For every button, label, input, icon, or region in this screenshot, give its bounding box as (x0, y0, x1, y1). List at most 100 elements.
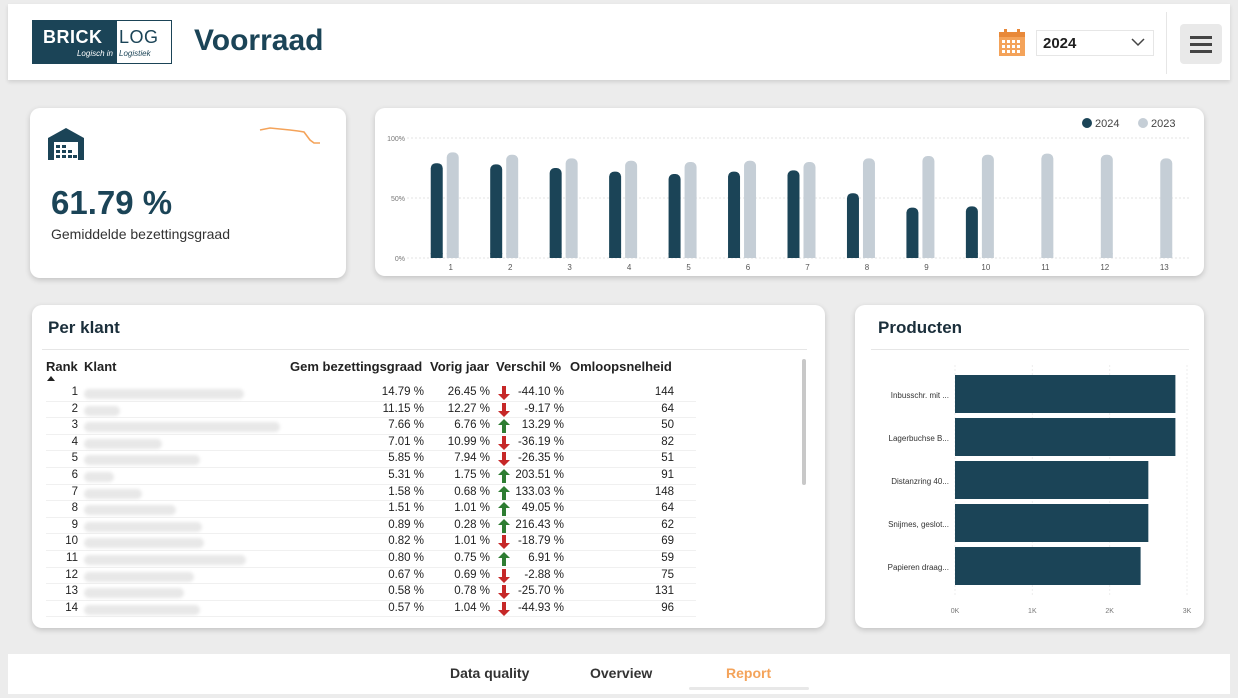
cell-verschil: -44.10 % (517, 386, 564, 398)
x-tick-label: 7 (805, 263, 810, 272)
bar-base-2024 (668, 253, 681, 258)
cell-omloopsnelheid: 148 (654, 485, 674, 498)
bar-2024-week-1[interactable] (430, 163, 443, 258)
bar-base-2024 (906, 253, 919, 258)
table-row[interactable]: 11 0.80 % 0.75 % 6.91 % 59 (46, 551, 696, 568)
arrow-down-icon (498, 435, 510, 450)
cell-vorig-jaar: 0.28 % (454, 518, 490, 531)
table-row[interactable]: 10 0.82 % 1.01 % -18.79 % 69 (46, 534, 696, 551)
cell-rank: 10 (65, 535, 78, 548)
bar-2024-week-8[interactable] (846, 193, 859, 258)
col-vorig-jaar[interactable]: Vorig jaar (430, 359, 490, 374)
bar-2023-week-1[interactable] (446, 152, 459, 258)
x-tick-label: 9 (924, 263, 929, 272)
table-row[interactable]: 4 7.01 % 10.99 % -36.19 % 82 (46, 435, 696, 452)
product-bar[interactable] (955, 375, 1176, 413)
cell-rank: 4 (71, 435, 78, 448)
x-tick-label: 2 (508, 263, 513, 272)
arrow-up-icon (498, 502, 510, 517)
hamburger-menu-icon[interactable] (1180, 24, 1222, 64)
bar-2023-week-3[interactable] (565, 158, 578, 258)
table-row[interactable]: 5 5.85 % 7.94 % -26.35 % 51 (46, 451, 696, 468)
cell-gem-bezettingsgraad: 1.51 % (388, 502, 424, 515)
bar-2023-week-6[interactable] (744, 160, 757, 258)
cell-vorig-jaar: 1.01 % (454, 502, 490, 515)
tab-overview[interactable]: Overview (590, 665, 653, 681)
arrow-down-icon (498, 535, 510, 550)
bar-2023-week-13[interactable] (1160, 158, 1173, 258)
bar-2023-week-8[interactable] (862, 158, 875, 258)
table-row[interactable]: 1 14.79 % 26.45 % -44.10 % 144 (46, 385, 696, 402)
cell-omloopsnelheid: 144 (654, 386, 674, 398)
cell-klant-redacted (84, 521, 202, 532)
cell-omloopsnelheid: 131 (654, 585, 674, 598)
col-omloopsnelheid[interactable]: Omloopsnelheid (570, 359, 672, 374)
table-row[interactable]: 6 5.31 % 1.75 % 203.51 % 91 (46, 468, 696, 485)
warehouse-icon (48, 128, 84, 160)
table-scrollbar[interactable] (802, 359, 806, 485)
bar-2024-week-6[interactable] (728, 171, 741, 258)
cell-gem-bezettingsgraad: 14.79 % (381, 386, 424, 398)
product-bar[interactable] (955, 504, 1149, 542)
bar-base-2023 (922, 253, 935, 258)
bar-2023-week-10[interactable] (981, 154, 994, 258)
bar-2023-week-9[interactable] (922, 156, 935, 258)
table-row[interactable]: 14 0.57 % 1.04 % -44.93 % 96 (46, 601, 696, 618)
cell-rank: 1 (71, 386, 78, 398)
kpi-label: Gemiddelde bezettingsgraad (51, 226, 231, 242)
producten-title: Producten (878, 318, 963, 337)
col-verschil[interactable]: Verschil % (496, 359, 562, 374)
cell-klant-redacted (84, 405, 120, 416)
bar-2024-week-9[interactable] (906, 207, 919, 258)
table-row[interactable]: 2 11.15 % 12.27 % -9.17 % 64 (46, 402, 696, 419)
cell-rank: 6 (71, 468, 78, 481)
cell-klant-redacted (84, 538, 204, 549)
bar-2024-week-5[interactable] (668, 174, 681, 258)
arrow-down-icon (498, 601, 510, 616)
cell-klant-redacted (84, 505, 176, 516)
logo-word-log: LOG (119, 27, 159, 47)
bar-2023-week-11[interactable] (1041, 153, 1054, 258)
x-tick-label: 2K (1105, 608, 1114, 615)
table-row[interactable]: 8 1.51 % 1.01 % 49.05 % 64 (46, 501, 696, 518)
cell-verschil: 216.43 % (515, 518, 564, 531)
bar-2024-week-10[interactable] (965, 206, 978, 258)
product-bar[interactable] (955, 461, 1149, 499)
bar-2023-week-5[interactable] (684, 162, 697, 258)
table-row[interactable]: 3 7.66 % 6.76 % 13.29 % 50 (46, 418, 696, 435)
bar-2023-week-7[interactable] (803, 162, 816, 258)
product-bar[interactable] (955, 547, 1141, 585)
bar-2024-week-2[interactable] (490, 164, 503, 258)
bar-base-2024 (846, 253, 859, 258)
tab-report[interactable]: Report (726, 665, 772, 681)
bar-base-2023 (446, 253, 459, 258)
table-row[interactable]: 13 0.58 % 0.78 % -25.70 % 131 (46, 584, 696, 601)
tab-data-quality[interactable]: Data quality (450, 665, 530, 681)
table-row[interactable]: 12 0.67 % 0.69 % -2.88 % 75 (46, 568, 696, 585)
bar-2023-week-2[interactable] (506, 154, 519, 258)
title-divider (871, 349, 1189, 350)
col-rank[interactable]: Rank (46, 359, 78, 374)
col-gem-bezettingsgraad[interactable]: Gem bezettingsgraad (290, 359, 423, 374)
bar-2024-week-4[interactable] (609, 171, 622, 258)
table-row[interactable]: 9 0.89 % 0.28 % 216.43 % 62 (46, 518, 696, 535)
y-tick-label: 0% (395, 256, 405, 263)
table-row[interactable]: 7 1.58 % 0.68 % 133.03 % 148 (46, 485, 696, 502)
bar-base-2023 (1100, 253, 1113, 258)
bar-2023-week-4[interactable] (625, 160, 638, 258)
bar-base-2023 (506, 253, 519, 258)
cell-gem-bezettingsgraad: 7.01 % (388, 435, 424, 448)
bricklog-logo: BRICK Logisch in LOG Logistiek (32, 20, 172, 64)
header-bar: BRICK Logisch in LOG Logistiek Voorraad … (8, 4, 1230, 80)
bar-2023-week-12[interactable] (1100, 154, 1113, 258)
cell-verschil: -25.70 % (517, 585, 564, 598)
bar-2024-week-3[interactable] (549, 168, 562, 258)
cell-rank: 2 (71, 402, 78, 415)
col-klant[interactable]: Klant (84, 359, 117, 374)
cell-klant-redacted (84, 571, 194, 582)
year-select[interactable]: 2024 (1036, 30, 1154, 56)
weekly-bar-chart-card: 0% 50% 100% 1 2 3 4 5 6 7 8 9 10 11 12 13 2024 2023 (375, 108, 1204, 276)
product-bar[interactable] (955, 418, 1176, 456)
bar-2024-week-7[interactable] (787, 170, 800, 258)
x-tick-label: 12 (1100, 263, 1109, 272)
